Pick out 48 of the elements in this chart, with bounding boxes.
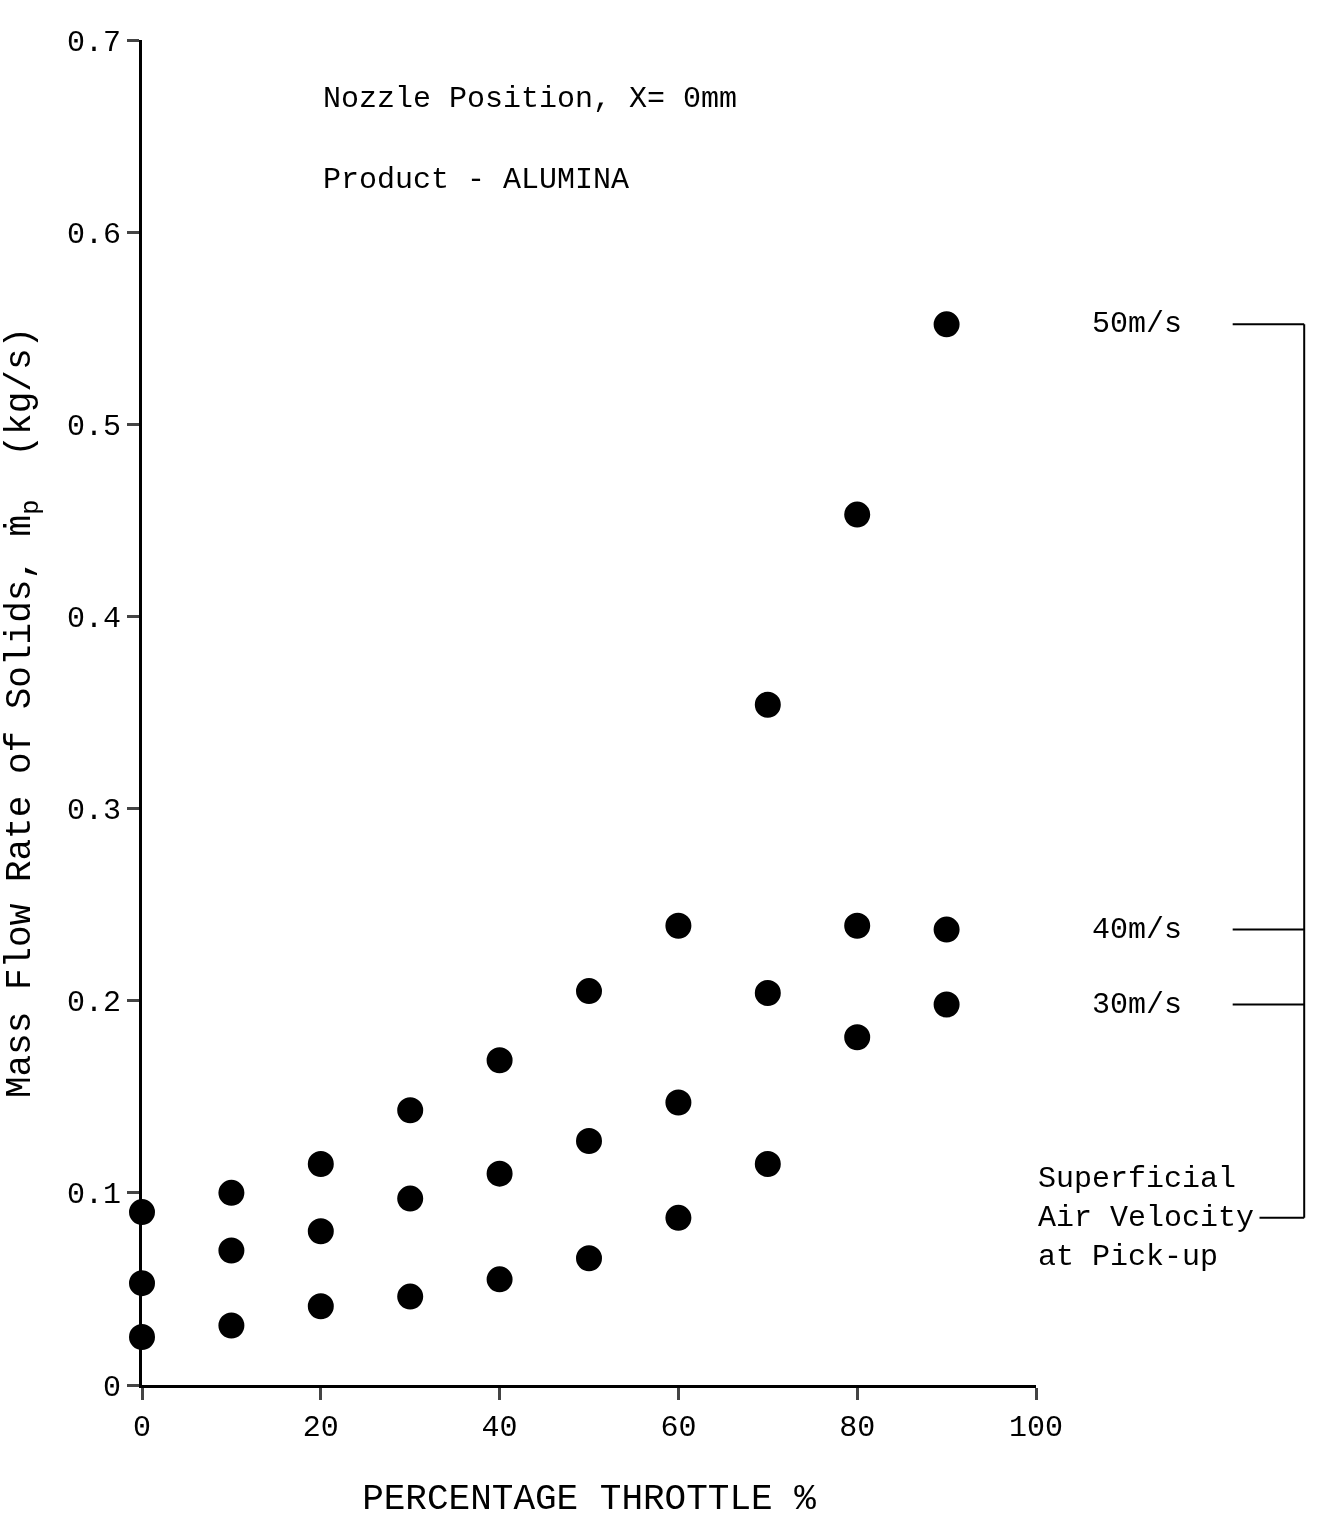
x-tick-label: 0 [132, 1411, 152, 1445]
annotation: Product - ALUMINA [323, 163, 630, 197]
point [754, 1151, 781, 1178]
point [844, 501, 871, 528]
x-tick-label: 20 [302, 1411, 339, 1445]
point [218, 1237, 245, 1264]
point [933, 311, 960, 338]
point [397, 1097, 424, 1124]
y-tick-label: 0.2 [66, 986, 121, 1021]
point [844, 1024, 871, 1051]
point [754, 691, 781, 718]
point [665, 1089, 692, 1116]
point [218, 1312, 245, 1339]
annotation: Nozzle Position, X= 0mm [323, 82, 738, 116]
x-tick-label: 40 [481, 1411, 518, 1445]
y-tick-label: 0.1 [66, 1178, 121, 1213]
y-tick-label: 0.3 [66, 794, 121, 829]
point [576, 978, 602, 1005]
y-tick-label: 0.5 [66, 409, 121, 444]
legend-label: 40m/s [1092, 913, 1183, 947]
y-tick-label: 0.6 [66, 217, 121, 252]
x-tick-label: 100 [1008, 1411, 1064, 1445]
text: Superficial Air Velocity at Pick-up [1038, 1162, 1255, 1274]
point [754, 980, 781, 1007]
point [486, 1266, 513, 1293]
point [397, 1283, 424, 1310]
point [844, 912, 871, 939]
point [576, 1127, 602, 1154]
x-tick-label: 60 [660, 1411, 697, 1445]
point [486, 1047, 513, 1074]
x-tick-label: 80 [839, 1411, 876, 1445]
point [665, 912, 692, 939]
x-axis-title: PERCENTAGE THROTTLE % [362, 1478, 817, 1520]
y-tick-label: 0.7 [66, 25, 121, 60]
y-tick-label: 0.4 [66, 601, 121, 636]
point [665, 1204, 692, 1231]
point [486, 1160, 513, 1187]
y-tick-label: 0 [102, 1370, 121, 1405]
point [307, 1218, 334, 1245]
legend-label: 30m/s [1092, 988, 1183, 1022]
point [933, 991, 960, 1018]
point [397, 1185, 424, 1212]
point [576, 1245, 602, 1272]
point [307, 1151, 334, 1178]
point [933, 916, 960, 943]
legend-label: 50m/s [1092, 307, 1183, 341]
point [307, 1293, 334, 1320]
point [218, 1179, 245, 1206]
